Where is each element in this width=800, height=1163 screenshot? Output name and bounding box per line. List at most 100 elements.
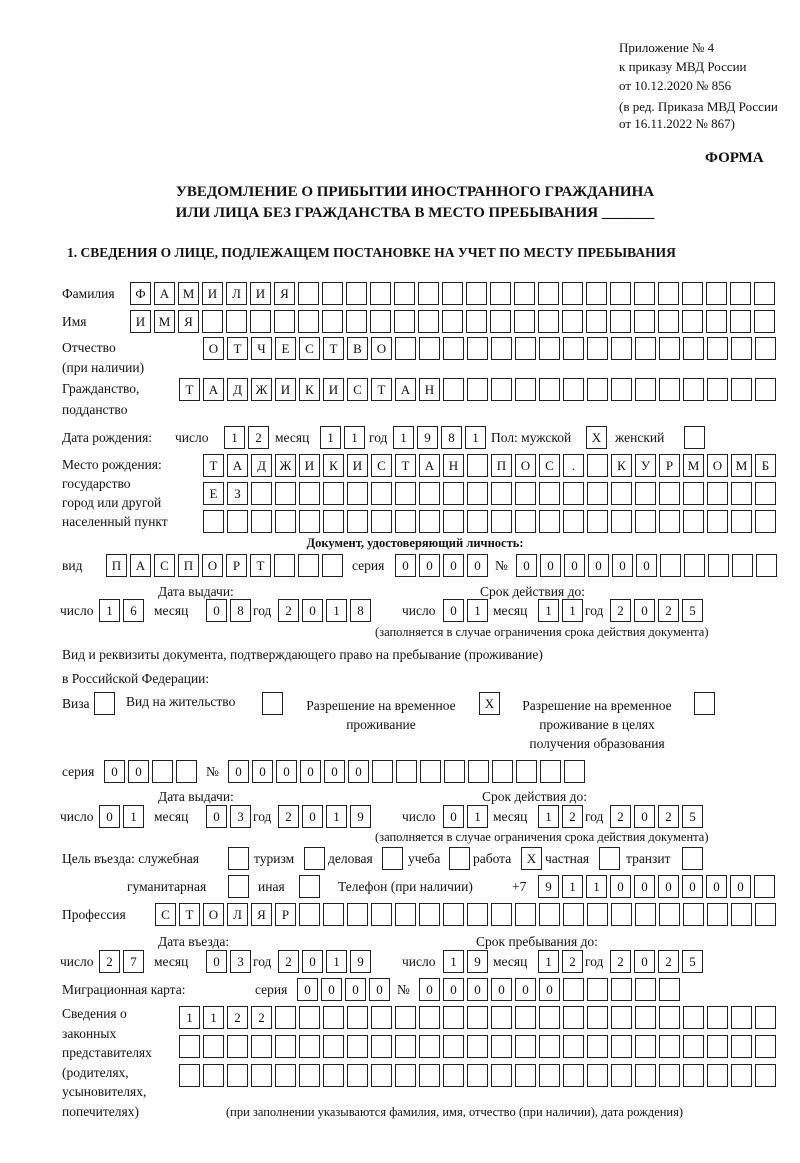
char-cell[interactable]: П [106, 554, 127, 577]
char-cell[interactable]: 1 [538, 805, 559, 828]
checkbox-cell[interactable] [682, 847, 703, 870]
char-cell[interactable] [514, 310, 535, 333]
char-cell[interactable]: 6 [123, 599, 144, 622]
char-cell[interactable]: Я [251, 903, 272, 926]
char-cell[interactable] [419, 903, 440, 926]
char-cell[interactable] [707, 1064, 728, 1087]
char-cell[interactable]: 1 [320, 426, 341, 449]
checkbox-cell[interactable] [228, 847, 249, 870]
char-cell[interactable]: Р [659, 454, 680, 477]
char-cell[interactable] [299, 482, 320, 505]
char-cell[interactable] [706, 310, 727, 333]
char-cell[interactable]: Д [227, 378, 248, 401]
char-cell[interactable] [754, 282, 775, 305]
char-cell[interactable] [515, 337, 536, 360]
char-cell[interactable]: С [299, 337, 320, 360]
char-cell[interactable]: В [347, 337, 368, 360]
char-cell[interactable]: Т [227, 337, 248, 360]
char-cell[interactable]: 1 [344, 426, 365, 449]
char-cell[interactable] [491, 903, 512, 926]
char-cell[interactable]: Ж [251, 378, 272, 401]
char-cell[interactable] [587, 482, 608, 505]
char-cell[interactable] [419, 337, 440, 360]
char-cell[interactable] [250, 310, 271, 333]
char-cell[interactable] [683, 482, 704, 505]
char-cell[interactable] [611, 1006, 632, 1029]
char-cell[interactable] [731, 1064, 752, 1087]
char-cell[interactable] [395, 1006, 416, 1029]
char-cell[interactable]: 1 [586, 875, 607, 898]
char-cell[interactable] [467, 510, 488, 533]
char-cell[interactable] [491, 1035, 512, 1058]
char-cell[interactable] [731, 510, 752, 533]
char-cell[interactable] [420, 760, 441, 783]
char-cell[interactable] [659, 1064, 680, 1087]
char-cell[interactable]: И [250, 282, 271, 305]
char-cell[interactable] [322, 554, 343, 577]
char-cell[interactable] [562, 310, 583, 333]
char-cell[interactable] [730, 282, 751, 305]
checkbox-cell[interactable] [262, 692, 283, 715]
char-cell[interactable]: П [178, 554, 199, 577]
char-cell[interactable]: 0 [634, 599, 655, 622]
visa-checkbox[interactable] [94, 692, 115, 715]
char-cell[interactable] [586, 310, 607, 333]
char-cell[interactable] [299, 1064, 320, 1087]
char-cell[interactable]: Т [179, 903, 200, 926]
char-cell[interactable]: С [347, 378, 368, 401]
char-cell[interactable]: Ч [251, 337, 272, 360]
char-cell[interactable] [731, 903, 752, 926]
char-cell[interactable] [152, 760, 173, 783]
char-cell[interactable]: Е [275, 337, 296, 360]
char-cell[interactable]: М [683, 454, 704, 477]
purpose-study-checkbox[interactable] [449, 847, 470, 870]
char-cell[interactable]: 2 [610, 950, 631, 973]
char-cell[interactable]: 0 [443, 554, 464, 577]
char-cell[interactable]: Н [419, 378, 440, 401]
char-cell[interactable]: С [539, 454, 560, 477]
char-cell[interactable] [515, 1064, 536, 1087]
char-cell[interactable]: И [323, 378, 344, 401]
char-cell[interactable] [419, 1006, 440, 1029]
purpose-work-checkbox[interactable]: X [521, 847, 542, 870]
char-cell[interactable]: С [371, 454, 392, 477]
char-cell[interactable] [731, 378, 752, 401]
char-cell[interactable] [419, 1064, 440, 1087]
char-cell[interactable] [563, 1064, 584, 1087]
checkbox-cell[interactable]: X [479, 692, 500, 715]
char-cell[interactable] [226, 310, 247, 333]
purpose-tourism-checkbox[interactable] [304, 847, 325, 870]
char-cell[interactable] [419, 482, 440, 505]
checkbox-cell[interactable] [304, 847, 325, 870]
char-cell[interactable] [491, 378, 512, 401]
char-cell[interactable] [539, 482, 560, 505]
char-cell[interactable] [659, 378, 680, 401]
char-cell[interactable] [611, 510, 632, 533]
char-cell[interactable] [611, 378, 632, 401]
char-cell[interactable]: 0 [516, 554, 537, 577]
char-cell[interactable]: 5 [682, 805, 703, 828]
char-cell[interactable]: А [395, 378, 416, 401]
char-cell[interactable]: 3 [230, 805, 251, 828]
char-cell[interactable] [707, 378, 728, 401]
char-cell[interactable]: 1 [465, 426, 486, 449]
char-cell[interactable] [275, 510, 296, 533]
char-cell[interactable]: Я [178, 310, 199, 333]
char-cell[interactable] [346, 310, 367, 333]
char-cell[interactable] [323, 1064, 344, 1087]
char-cell[interactable] [611, 337, 632, 360]
char-cell[interactable] [587, 510, 608, 533]
char-cell[interactable] [395, 510, 416, 533]
char-cell[interactable]: Т [395, 454, 416, 477]
char-cell[interactable]: 2 [562, 805, 583, 828]
char-cell[interactable] [635, 978, 656, 1001]
char-cell[interactable] [755, 1035, 776, 1058]
